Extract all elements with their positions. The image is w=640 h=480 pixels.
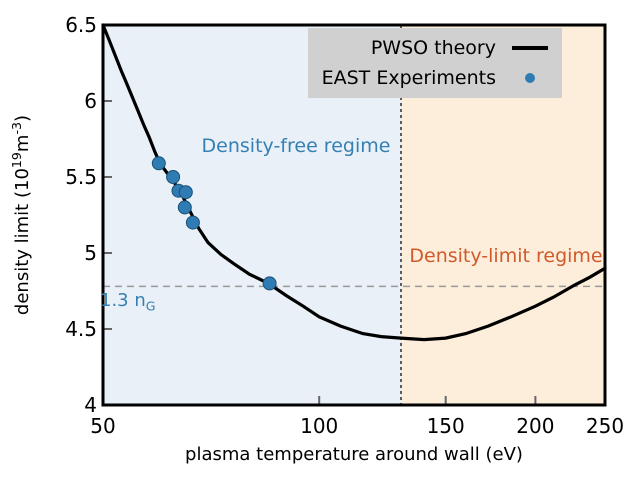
legend: PWSO theory EAST Experiments xyxy=(308,28,562,98)
data-point xyxy=(166,170,181,184)
data-point xyxy=(262,276,277,291)
y-axis-title-text: density limit (10 xyxy=(12,168,33,316)
x-tick-label: 150 xyxy=(426,414,465,438)
theory-curve xyxy=(101,23,607,342)
y-tick-label: 4.5 xyxy=(65,317,97,341)
theory-line-swatch xyxy=(512,46,548,51)
y-tick-label: 6.5 xyxy=(65,13,97,37)
y-axis-title-close: ) xyxy=(12,114,33,122)
x-tick-label: 200 xyxy=(516,414,555,438)
greenwald-line-label: 1.3 nG xyxy=(100,290,156,314)
x-tick-label: 50 xyxy=(90,414,116,438)
legend-item-pwso-theory: PWSO theory xyxy=(308,37,552,59)
y-axis-title-exponent: 19 xyxy=(9,152,24,169)
y-tick-label: 5.5 xyxy=(65,165,97,189)
plot-frame xyxy=(101,23,607,407)
data-point xyxy=(177,200,192,215)
y-tick-label: 4 xyxy=(84,393,97,417)
y-axis-title-unit: m xyxy=(12,134,33,153)
x-tick-label: 100 xyxy=(300,414,339,438)
greenwald-label-subscript: G xyxy=(145,298,156,314)
greenwald-label-text: 1.3 n xyxy=(100,290,146,311)
experiment-dot-swatch xyxy=(525,72,535,83)
legend-item-east-experiments: EAST Experiments xyxy=(308,67,552,89)
density-limit-regime-label: Density-limit regime xyxy=(409,245,603,267)
y-axis-title-unit-exponent: -3 xyxy=(9,121,24,135)
y-tick-label: 5 xyxy=(84,241,97,265)
legend-label-pwso-theory: PWSO theory xyxy=(370,37,496,60)
data-point xyxy=(151,156,166,171)
y-tick-label: 6 xyxy=(84,89,97,113)
x-axis-title: plasma temperature around wall (eV) xyxy=(185,444,523,465)
y-axis-title: density limit (1019m-3) xyxy=(9,115,33,315)
dot-sample-icon xyxy=(508,72,552,83)
data-point xyxy=(185,215,200,230)
line-sample-icon xyxy=(508,46,552,51)
data-point xyxy=(178,185,193,200)
density-free-regime-label: Density-free regime xyxy=(201,135,391,157)
x-tick-label: 250 xyxy=(585,414,625,438)
legend-label-east-experiments: EAST Experiments xyxy=(321,66,496,89)
